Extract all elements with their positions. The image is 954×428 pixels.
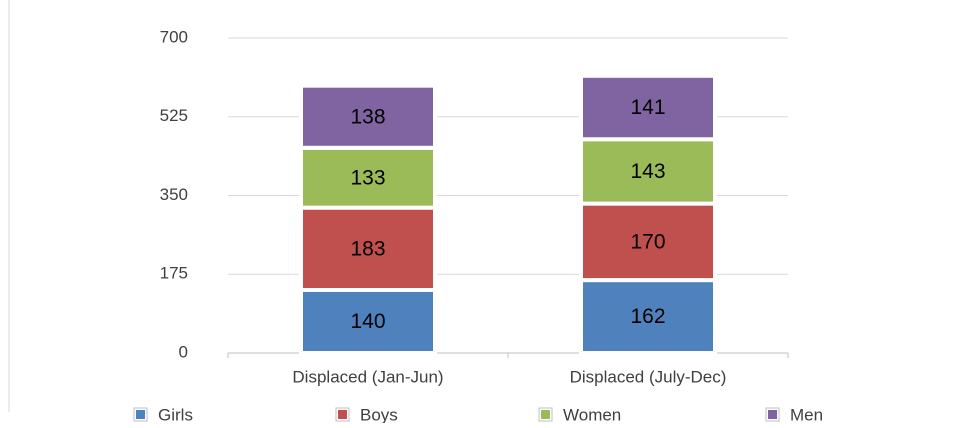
bar-segment	[299, 83, 437, 150]
data-label: 143	[630, 160, 665, 183]
data-label: 141	[630, 96, 665, 119]
legend-marker-border	[133, 407, 148, 422]
legend-label: Women	[563, 405, 621, 423]
x-tick-label: Displaced (Jan-Jun)	[292, 367, 443, 386]
legend-label: Girls	[158, 405, 193, 423]
bar-segment	[299, 205, 437, 292]
x-tick-label: Displaced (July-Dec)	[570, 367, 727, 386]
data-label: 140	[350, 310, 385, 333]
y-tick-label: 175	[160, 264, 188, 283]
legend-marker-border	[765, 407, 780, 422]
legend-marker	[336, 408, 349, 421]
legend-marker-border	[538, 407, 553, 422]
bar-segment	[579, 201, 717, 283]
legend-marker	[539, 408, 552, 421]
y-tick-label: 350	[160, 185, 188, 204]
data-label: 133	[350, 166, 385, 189]
data-label: 162	[630, 305, 665, 328]
legend-marker	[134, 408, 147, 421]
data-label: 170	[630, 230, 665, 253]
data-label: 183	[350, 237, 385, 260]
y-tick-label: 700	[160, 27, 188, 46]
legend-label: Men	[790, 405, 823, 423]
legend-marker-border	[335, 407, 350, 422]
legend-marker	[766, 408, 779, 421]
data-label: 138	[350, 105, 385, 128]
legend-label: Boys	[360, 405, 398, 423]
y-tick-label: 525	[160, 106, 188, 125]
y-tick-label: 0	[179, 342, 188, 361]
bar-segment	[579, 73, 717, 142]
